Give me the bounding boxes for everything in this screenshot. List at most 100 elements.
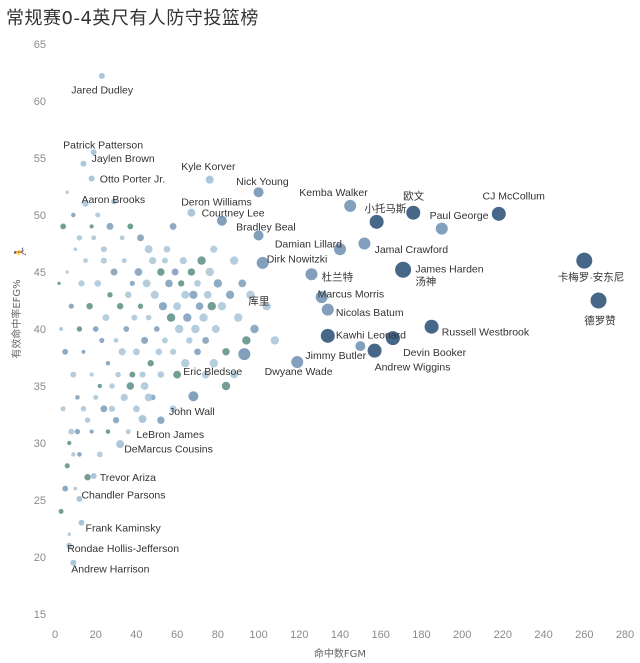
scatter-point xyxy=(230,370,238,379)
player-label: 卡梅罗·安东尼 xyxy=(558,271,625,284)
player-point xyxy=(90,149,97,156)
scatter-point xyxy=(173,302,182,311)
scatter-point xyxy=(70,371,77,378)
scatter-point xyxy=(108,405,116,412)
annotation-label: 库里 xyxy=(248,295,269,308)
y-tick-label: 40 xyxy=(34,324,46,336)
player-point xyxy=(369,214,384,229)
scatter-point xyxy=(170,348,177,355)
scatter-point xyxy=(68,303,74,309)
scatter-point xyxy=(67,532,72,536)
scatter-point xyxy=(73,486,78,491)
y-tick-label: 55 xyxy=(34,153,46,165)
x-tick-label: 80 xyxy=(212,629,224,641)
x-tick-label: 60 xyxy=(171,629,183,641)
scatter-point xyxy=(157,268,165,276)
scatter-point xyxy=(110,268,118,276)
player-label: Deron Williams xyxy=(181,196,252,208)
player-label: Aaron Brooks xyxy=(81,194,145,206)
y-tick-label: 35 xyxy=(34,381,46,393)
player-point xyxy=(321,303,334,316)
scatter-point xyxy=(150,290,159,299)
scatter-point xyxy=(174,324,184,334)
scatter-point xyxy=(142,279,151,288)
scatter-point xyxy=(207,302,216,311)
scatter-point xyxy=(157,416,165,424)
player-label: 德罗赞 xyxy=(584,314,616,327)
scatter-point xyxy=(210,245,218,253)
player-label: Kawhi Leonard xyxy=(336,330,406,342)
scatter-point xyxy=(262,302,271,311)
scatter-point xyxy=(102,314,110,322)
scatter-point xyxy=(65,190,69,194)
player-label: Dirk Nowitzki xyxy=(267,253,328,265)
player-label: Trevor Ariza xyxy=(100,472,156,484)
player-label: Damian Lillard xyxy=(275,239,342,251)
player-label: Nick Young xyxy=(236,176,289,188)
scatter-point xyxy=(149,257,157,265)
player-label: Jimmy Butler xyxy=(305,350,366,362)
player-point xyxy=(358,237,371,250)
scatter-point xyxy=(137,234,144,242)
scatter-point xyxy=(107,292,113,298)
scatter-point xyxy=(74,428,81,435)
y-tick-label: 25 xyxy=(34,495,46,507)
scatter-point xyxy=(91,235,97,241)
player-point xyxy=(138,415,147,424)
x-tick-label: 0 xyxy=(52,629,58,641)
scatter-point xyxy=(195,302,204,310)
point-labels-layer: Jared Dudley Patrick Patterson Jaylen Brow… xyxy=(63,85,624,576)
scatter-point xyxy=(62,485,69,492)
scatter-point xyxy=(133,405,140,413)
scatter-point xyxy=(229,256,239,265)
player-label: Frank Kaminsky xyxy=(86,522,162,534)
scatter-point xyxy=(96,451,103,458)
scatter-point xyxy=(191,324,200,334)
x-tick-label: 40 xyxy=(130,629,142,641)
scatter-point xyxy=(97,383,102,389)
scatter-point xyxy=(133,348,140,356)
player-label: Dwyane Wade xyxy=(265,366,333,378)
player-point xyxy=(315,291,328,304)
y-tick-label: 20 xyxy=(34,552,46,564)
player-point xyxy=(88,175,95,182)
player-point xyxy=(424,319,439,334)
x-tick-label: 20 xyxy=(90,629,102,641)
scatter-point xyxy=(139,371,146,378)
y-tick-label: 60 xyxy=(34,96,46,108)
scatter-point xyxy=(89,372,94,377)
player-label: Devin Booker xyxy=(403,347,467,359)
player-label: Jared Dudley xyxy=(71,85,134,97)
scatter-point xyxy=(106,222,114,230)
scatter-point xyxy=(99,337,105,343)
scatter-point xyxy=(171,268,179,276)
scatter-point xyxy=(80,406,87,412)
scatter-point xyxy=(124,291,132,299)
player-label: 欧文 xyxy=(403,190,424,203)
scatter-point xyxy=(144,393,153,402)
scatter-point xyxy=(211,325,220,333)
scatter-point xyxy=(178,280,185,287)
scatter-point xyxy=(186,337,193,344)
scatter-point xyxy=(242,336,251,345)
player-label: Marcus Morris xyxy=(318,289,385,301)
scatter-point xyxy=(234,313,243,322)
scatter-point xyxy=(181,290,190,299)
player-label: DeMarcus Cousins xyxy=(124,444,213,456)
player-label: Courtney Lee xyxy=(202,208,265,220)
labeled-points-layer xyxy=(66,72,607,566)
player-point xyxy=(406,205,421,220)
scatter-point xyxy=(169,405,177,413)
player-label: Otto Porter Jr. xyxy=(100,174,165,186)
scatter-point xyxy=(105,429,111,434)
scatter-point xyxy=(64,463,70,469)
scatter-point xyxy=(119,235,125,241)
player-label: Rondae Hollis-Jefferson xyxy=(67,543,179,555)
scatter-point xyxy=(202,336,210,344)
scatter-point xyxy=(95,212,101,218)
player-point xyxy=(334,243,346,256)
player-label: Paul George xyxy=(430,210,489,222)
scatter-point xyxy=(105,360,111,366)
player-point xyxy=(385,331,400,346)
player-point xyxy=(305,268,318,281)
